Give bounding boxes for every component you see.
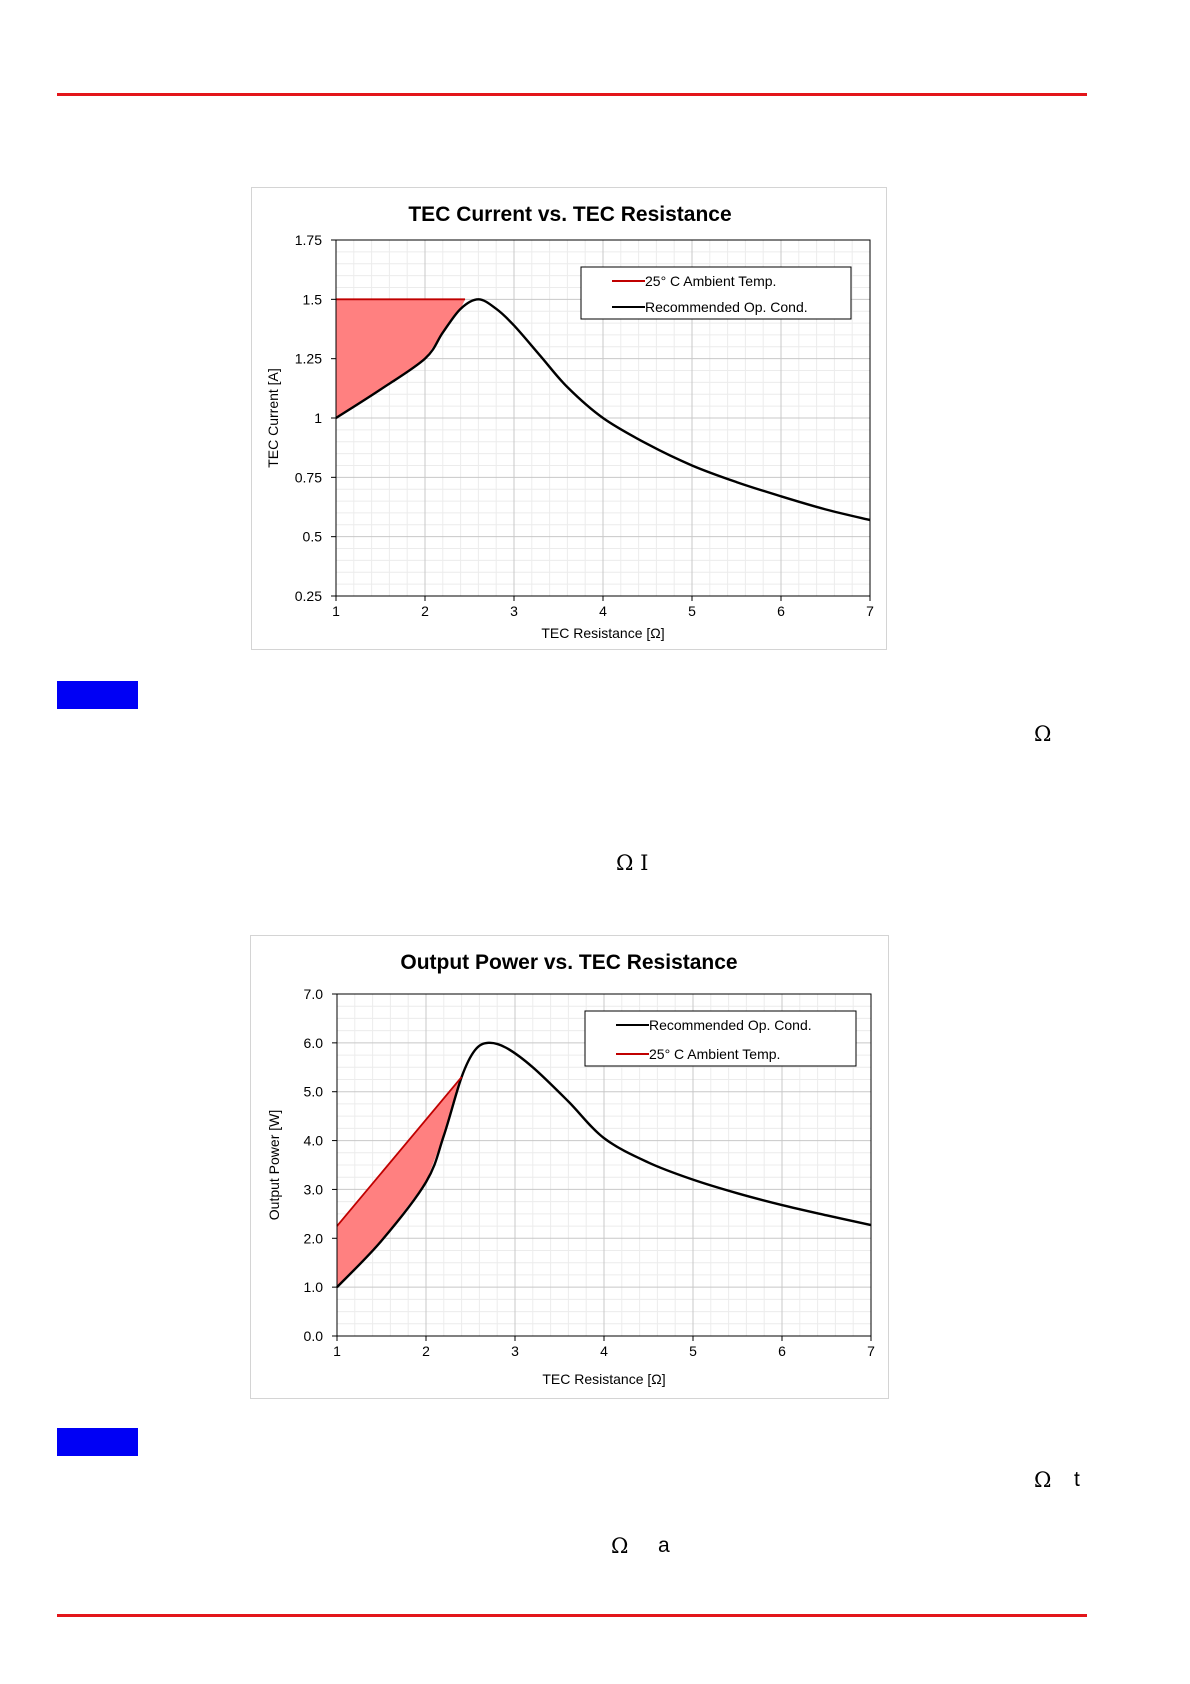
text-fragment: Ω I: [616, 851, 649, 875]
legend-entry: 25° C Ambient Temp.: [645, 273, 776, 289]
legend-box: [584, 1010, 857, 1067]
y-tick-label: 2.0: [304, 1230, 324, 1246]
x-tick-label: 7: [867, 1343, 875, 1359]
shaded-region: [337, 1077, 462, 1288]
tec-current-chart-svg: TEC Current vs. TEC Resistance 1 2 3 4 5 6 7 0…: [265, 203, 874, 641]
figure-marker: [57, 1428, 138, 1456]
x-tick-label: 3: [510, 603, 518, 619]
x-tick-label: 1: [332, 603, 340, 619]
footer-rule: [57, 1614, 1087, 1617]
y-tick-label: 0.5: [303, 529, 323, 545]
text-fragment: Ω: [1034, 722, 1052, 746]
x-tick-label: 5: [689, 1343, 697, 1359]
y-tick-label: 1.75: [295, 232, 322, 248]
x-axis-label: TEC Resistance [Ω]: [541, 625, 664, 641]
series-line: [335, 298, 871, 522]
y-tick-label: 1.25: [295, 351, 322, 367]
tec-current-chart: TEC Current vs. TEC Resistance 1 2 3 4 5 6 7 0…: [251, 187, 887, 650]
x-axis-label: TEC Resistance [Ω]: [542, 1371, 665, 1387]
x-tick-label: 4: [599, 603, 607, 619]
x-tick-label: 6: [777, 603, 785, 619]
legend: 25° C Ambient Temp. Recommended Op. Cond.: [580, 266, 852, 320]
y-tick-label: 4.0: [304, 1133, 324, 1149]
x-tick-label: 1: [333, 1343, 341, 1359]
y-tick-label: 0.0: [304, 1328, 324, 1344]
y-tick-label: 0.75: [295, 469, 322, 485]
y-tick-label: 1: [314, 410, 322, 426]
text-fragment: t: [1074, 1468, 1080, 1491]
legend: Recommended Op. Cond. 25° C Ambient Temp.: [584, 1010, 857, 1067]
x-tick-label: 6: [778, 1343, 786, 1359]
text-fragment: Ω: [611, 1534, 629, 1558]
x-tick-label: 3: [511, 1343, 519, 1359]
legend-entry: Recommended Op. Cond.: [649, 1017, 812, 1033]
y-tick-label: 1.5: [303, 291, 323, 307]
x-tick-label: 5: [688, 603, 696, 619]
y-tick-label: 1.0: [304, 1279, 324, 1295]
x-tick-label: 2: [422, 1343, 430, 1359]
y-tick-label: 6.0: [304, 1035, 324, 1051]
text-fragment: Ω: [1034, 1468, 1052, 1492]
y-axis-label: Output Power [W]: [266, 1110, 282, 1220]
shaded-region: [336, 299, 466, 418]
y-tick-label: 0.25: [295, 588, 322, 604]
chart-title: Output Power vs. TEC Resistance: [400, 951, 737, 974]
y-tick-label: 3.0: [304, 1181, 324, 1197]
x-tick-label: 4: [600, 1343, 608, 1359]
y-tick-label: 5.0: [304, 1084, 324, 1100]
header-rule: [57, 93, 1087, 96]
legend-entry: Recommended Op. Cond.: [645, 299, 808, 315]
text-fragment: a: [658, 1534, 670, 1557]
x-tick-label: 7: [866, 603, 874, 619]
series-line: [336, 1076, 463, 1227]
x-tick-label: 2: [421, 603, 429, 619]
series-line: [336, 1041, 872, 1288]
legend-box: [580, 266, 852, 320]
figure-marker: [57, 681, 138, 709]
y-tick-label: 7.0: [304, 986, 324, 1002]
y-axis-label: TEC Current [A]: [265, 368, 281, 468]
legend-entry: 25° C Ambient Temp.: [649, 1046, 780, 1062]
chart-title: TEC Current vs. TEC Resistance: [408, 203, 731, 226]
